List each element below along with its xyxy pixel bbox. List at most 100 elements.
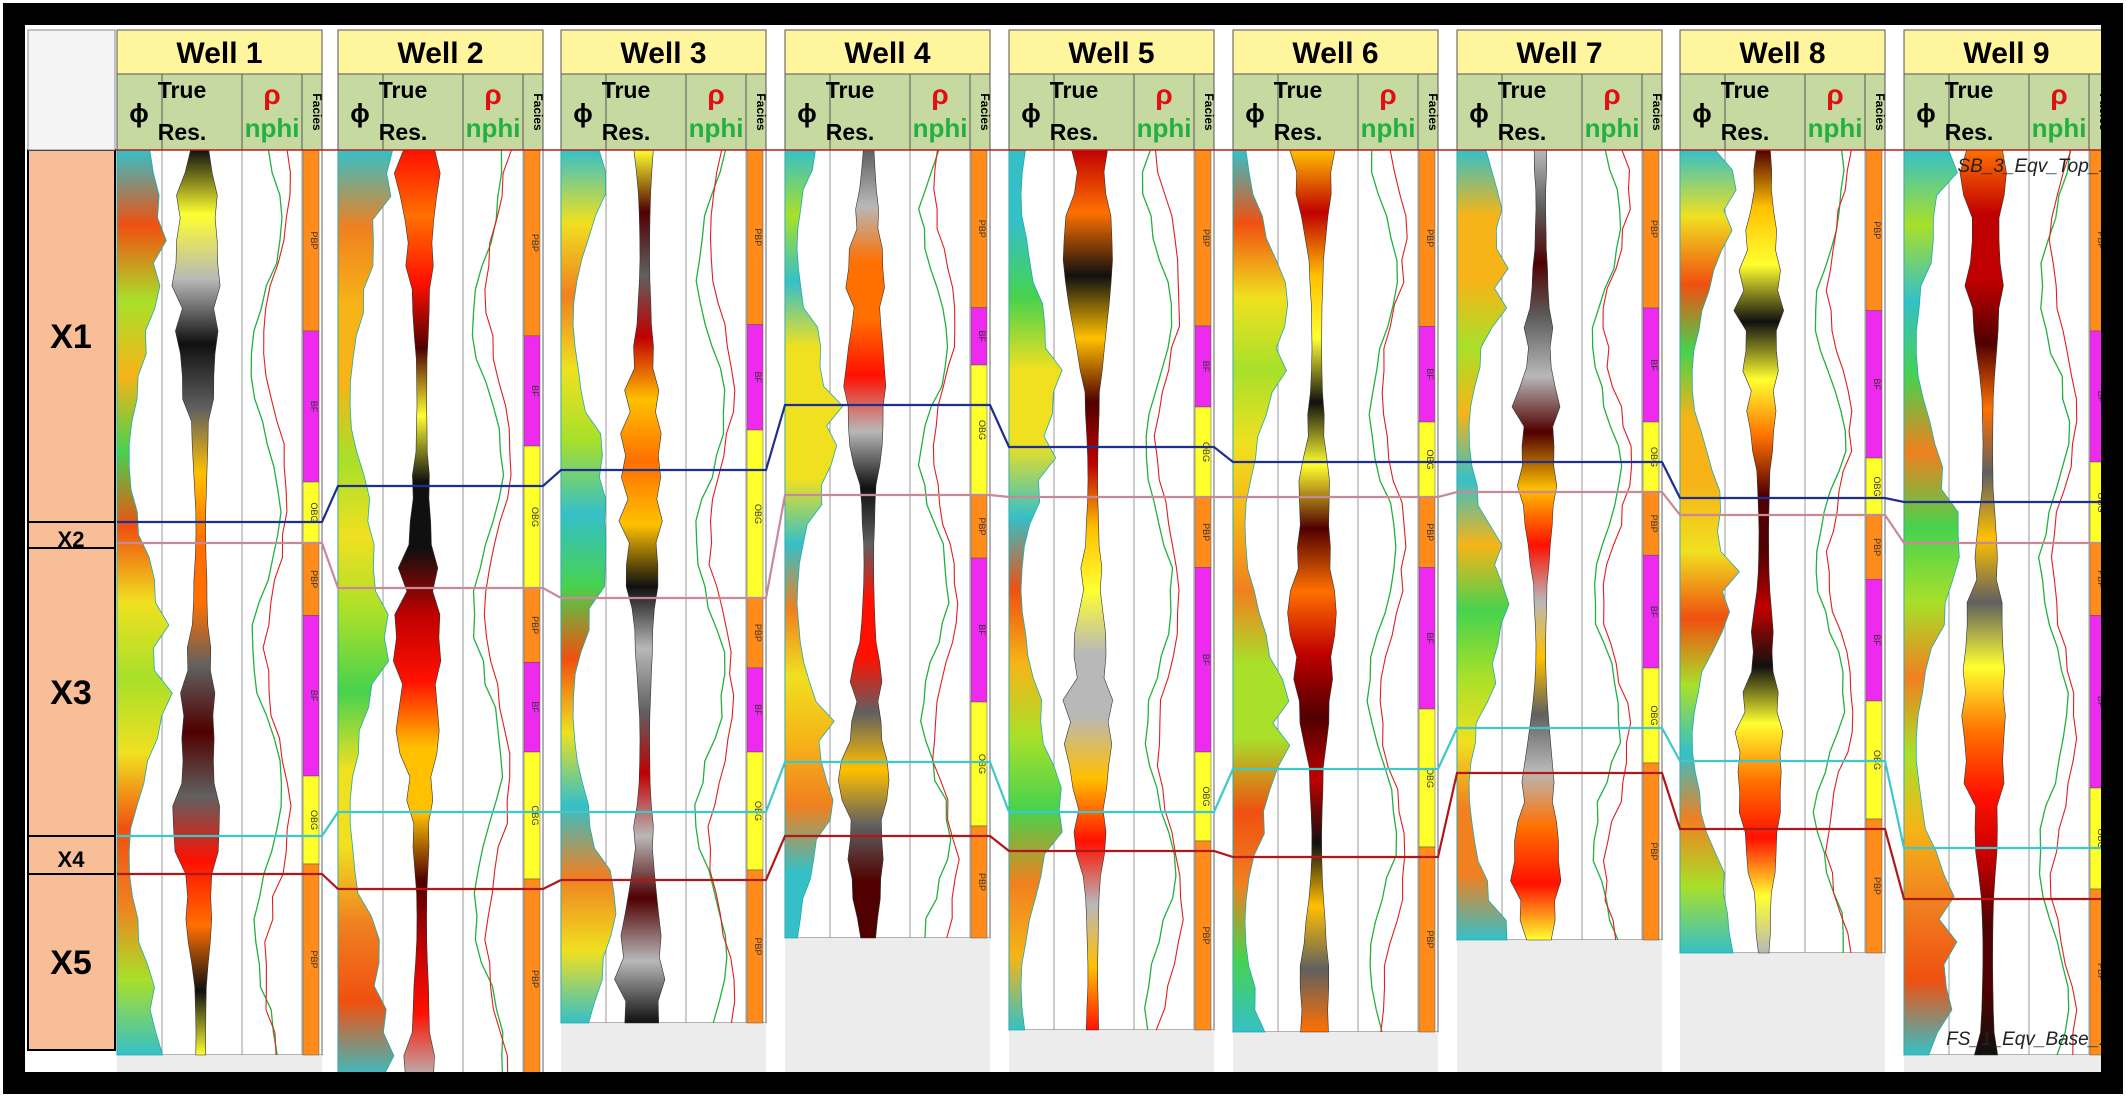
facies-label: BF: [1201, 654, 1211, 666]
below-td-fill: [785, 938, 990, 1075]
facies-track-header: Facies: [754, 93, 768, 131]
facies-track-header: Facies: [978, 93, 992, 131]
facies-block: [1194, 840, 1212, 1031]
facies-label: PBP: [1649, 220, 1659, 238]
zone-label-x5: X5: [50, 944, 92, 982]
well-header: [337, 29, 544, 75]
base-surface-label: FS_1_Eqv_Base_X: [1946, 1029, 2113, 1050]
density-header: ρ: [2050, 79, 2067, 110]
facies-block: [970, 825, 988, 939]
facies-label: BF: [977, 331, 987, 343]
x3-top-surface: [117, 490, 2109, 600]
outer-frame: [3, 3, 2123, 1094]
true-resistivity-curve-fill: [1287, 149, 1337, 1033]
porosity-curve-fill: [1456, 149, 1510, 941]
neutron-header: nphi: [1361, 113, 1416, 143]
phi-track-header: ϕ: [573, 98, 593, 128]
resistivity-header-line1: True: [1945, 77, 1994, 103]
well-title: Well 6: [1292, 37, 1378, 70]
facies-label: PBP: [1201, 523, 1211, 541]
facies-label: OBG: [1872, 476, 1882, 496]
facies-block: [1418, 846, 1436, 1033]
facies-track-header: Facies: [1873, 93, 1887, 131]
facies-label: OBG: [1649, 447, 1659, 467]
neutron-porosity-curve: [1812, 149, 1847, 953]
resistivity-header-line2: Res.: [379, 119, 428, 145]
below-td-fill: [1457, 940, 1662, 1075]
neutron-header: nphi: [1808, 113, 1863, 143]
facies-label: PBP: [530, 970, 540, 988]
density-header: ρ: [484, 79, 501, 110]
well-title: Well 4: [844, 37, 930, 70]
facies-label: BF: [1649, 606, 1659, 618]
facies-label: PBP: [530, 234, 540, 252]
resistivity-header-line2: Res.: [158, 119, 207, 145]
neutron-header: nphi: [2032, 113, 2087, 143]
resistivity-header-line1: True: [1050, 77, 1099, 103]
phi-track-header: ϕ: [1916, 98, 1936, 128]
zone-box-x3: [27, 547, 116, 837]
porosity-curve-fill: [1008, 149, 1063, 1031]
density-header: ρ: [1379, 79, 1396, 110]
facies-label: PBP: [1872, 221, 1882, 239]
facies-label: BF: [530, 701, 540, 713]
resistivity-header-line2: Res.: [1945, 119, 1994, 145]
well-title: Well 5: [1068, 37, 1154, 70]
facies-label: PBP: [309, 570, 319, 588]
neutron-header: nphi: [1137, 113, 1192, 143]
facies-block: [746, 869, 764, 1024]
neutron-porosity-curve: [2037, 149, 2071, 1056]
neutron-header: nphi: [1585, 113, 1640, 143]
below-td-fill: [1233, 1032, 1438, 1075]
facies-label: OBG: [309, 810, 319, 830]
facies-label: PBP: [1425, 229, 1435, 247]
well-track-body: [1008, 149, 1215, 1031]
true-resistivity-curve-fill: [614, 149, 666, 1024]
resistivity-header-line1: True: [1721, 77, 1770, 103]
density-header: ρ: [707, 79, 724, 110]
well-header: [1008, 29, 1215, 75]
facies-label: PBP: [1872, 877, 1882, 895]
zone-box-x5: [27, 873, 116, 1051]
zone-label-x4: X4: [58, 847, 86, 872]
facies-label: PBP: [977, 873, 987, 891]
bulk-density-curve: [262, 149, 292, 1056]
bulk-density-curve: [1824, 149, 1854, 954]
facies-block: [302, 863, 320, 1056]
phi-track-header: ϕ: [129, 98, 149, 128]
facies-label: OBG: [309, 502, 319, 522]
porosity-curve-fill: [1903, 149, 1960, 1056]
zone-label-x1: X1: [50, 318, 92, 356]
density-header: ρ: [1155, 79, 1172, 110]
facies-label: OBG: [1425, 449, 1435, 469]
phi-track-header: ϕ: [1469, 98, 1489, 128]
x5-top-surface: [117, 771, 2109, 901]
facies-label: PBP: [977, 518, 987, 536]
well-header: [1232, 29, 1439, 75]
resistivity-header-line1: True: [1274, 77, 1323, 103]
facies-label: PBP: [1201, 229, 1211, 247]
facies-label: PBP: [530, 616, 540, 634]
true-resistivity-curve-fill: [837, 149, 890, 939]
neutron-header: nphi: [913, 113, 968, 143]
well-header: [560, 29, 767, 75]
bulk-density-curve: [1602, 149, 1633, 941]
facies-block: [1865, 818, 1883, 954]
track-header-band: [1679, 73, 1886, 151]
facies-track-header: Facies: [1426, 93, 1440, 131]
track-header-band: [1903, 73, 2110, 151]
facies-label: PBP: [1649, 842, 1659, 860]
bulk-density-curve: [483, 149, 512, 1080]
track-header-band: [337, 73, 544, 151]
facies-label: OBG: [1201, 786, 1211, 806]
track-header-band: [560, 73, 767, 151]
track-header-band: [1456, 73, 1663, 151]
facies-label: BF: [1649, 359, 1659, 371]
